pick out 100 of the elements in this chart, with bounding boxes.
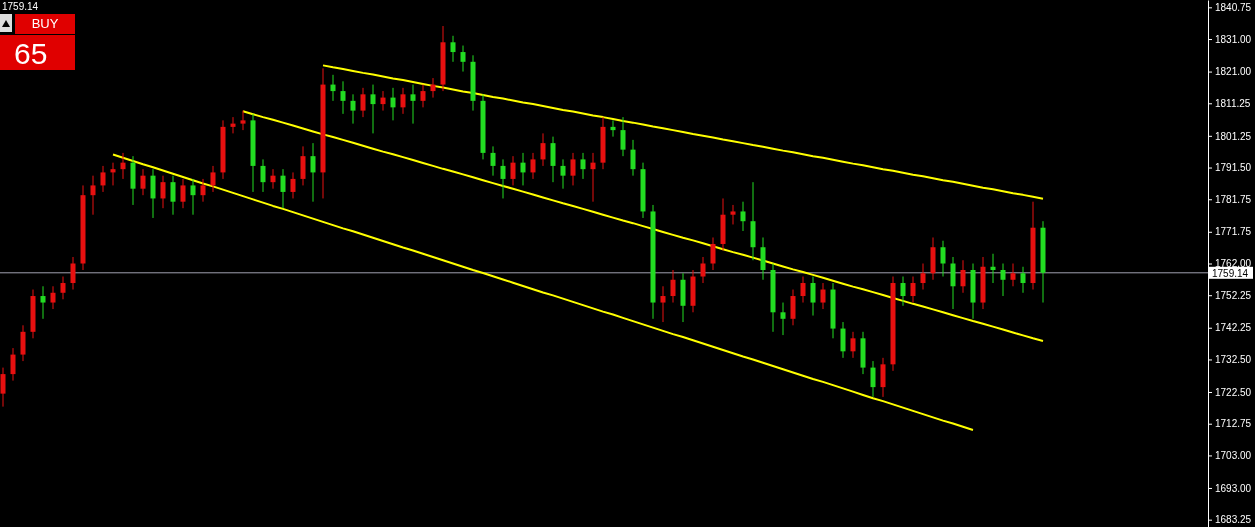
y-tick-label: 1683.25 <box>1215 514 1252 526</box>
candlestick <box>620 116 626 157</box>
candlestick <box>1000 263 1006 297</box>
candlestick <box>370 84 376 134</box>
candlestick <box>280 168 286 209</box>
candlestick <box>840 321 846 359</box>
candlestick <box>630 139 636 177</box>
candlestick <box>500 158 506 199</box>
candlestick <box>820 282 826 310</box>
candlestick <box>550 136 556 183</box>
candlestick <box>0 367 6 408</box>
ref-line-label: 1759.14 <box>1212 267 1249 279</box>
candlestick <box>190 178 196 216</box>
y-tick-label: 1821.00 <box>1215 66 1252 78</box>
candlestick <box>590 152 596 203</box>
candlestick <box>730 204 736 225</box>
candlestick <box>200 178 206 203</box>
y-tick-label: 1781.75 <box>1215 193 1252 205</box>
y-tick-label: 1791.50 <box>1215 162 1252 174</box>
candlestick <box>790 289 796 326</box>
candlestick <box>230 116 236 134</box>
candlestick <box>260 158 266 193</box>
candlestick <box>40 285 46 320</box>
candlestick <box>710 236 716 271</box>
candlestick <box>800 276 806 304</box>
candlestick <box>810 276 816 317</box>
candlestick <box>300 145 306 186</box>
candlestick <box>740 201 746 232</box>
y-tick-label: 1752.25 <box>1215 289 1252 301</box>
candlestick <box>880 357 886 398</box>
candlestick <box>490 145 496 177</box>
candlestick <box>360 87 366 118</box>
candlestick <box>670 269 676 304</box>
candlestick <box>60 276 66 300</box>
candlestick <box>350 93 356 125</box>
y-tick-label: 1732.50 <box>1215 354 1252 366</box>
y-tick-label: 1712.75 <box>1215 418 1252 430</box>
candlestick <box>390 87 396 121</box>
candlestick <box>570 152 576 186</box>
candlestick <box>380 90 386 112</box>
candlestick <box>460 45 466 73</box>
candlestick <box>510 155 516 186</box>
y-tick-label: 1742.25 <box>1215 322 1252 334</box>
candlestick <box>270 168 276 190</box>
candlestick <box>330 74 336 102</box>
line-series <box>242 110 1044 342</box>
candlestick <box>990 253 996 284</box>
annotation: 65 <box>14 37 48 70</box>
candlestick <box>90 175 96 216</box>
candlestick <box>610 119 616 138</box>
candlestick <box>700 256 706 284</box>
candlestick <box>140 168 146 196</box>
annotation: 1759.14 <box>2 1 39 12</box>
y-tick-label: 1771.75 <box>1215 226 1252 238</box>
candlestick <box>580 152 586 180</box>
candlestick <box>100 165 106 193</box>
candlestick <box>240 110 246 131</box>
candlestick <box>920 263 926 291</box>
candlestick <box>120 152 126 180</box>
y-tick-label: 1722.50 <box>1215 386 1252 398</box>
candlestick <box>110 162 116 186</box>
candlestick <box>850 331 856 359</box>
candlestick <box>430 77 436 99</box>
candlestick <box>340 80 346 115</box>
candlestick <box>960 259 966 294</box>
y-tick-label: 1840.75 <box>1215 2 1252 14</box>
candlestick <box>940 240 946 278</box>
candlestick <box>180 178 186 209</box>
candlestick <box>20 324 26 362</box>
candlestick <box>870 360 876 398</box>
candlestick <box>160 175 166 209</box>
candlestick <box>540 132 546 167</box>
line-series <box>322 64 1044 200</box>
candlestick <box>660 285 666 323</box>
candlestick <box>400 87 406 115</box>
candlestick <box>290 171 296 199</box>
candlestick <box>780 302 786 336</box>
y-tick-label: 1762.00 <box>1215 258 1252 270</box>
candlestick <box>150 168 156 219</box>
y-tick-label: 1801.25 <box>1215 130 1252 142</box>
candlestick <box>520 152 526 186</box>
candlestick <box>450 35 456 63</box>
candlestick <box>1010 263 1016 287</box>
candlestick <box>530 152 536 180</box>
candlestick <box>170 175 176 216</box>
candlestick <box>410 84 416 125</box>
candlestick <box>420 84 426 108</box>
candlestick <box>900 276 906 307</box>
candlestick <box>70 256 76 291</box>
line-series <box>112 153 974 432</box>
annotation: BUY <box>31 16 59 31</box>
candlestick <box>1020 266 1026 294</box>
candlestick <box>210 165 216 193</box>
candlestick <box>50 285 56 310</box>
candlestick <box>560 158 566 190</box>
candlestick <box>950 256 956 310</box>
candlestick <box>10 347 16 382</box>
y-tick-label: 1693.00 <box>1215 482 1252 494</box>
y-tick-label: 1811.25 <box>1215 97 1251 109</box>
y-tick-label: 1831.00 <box>1215 33 1252 45</box>
